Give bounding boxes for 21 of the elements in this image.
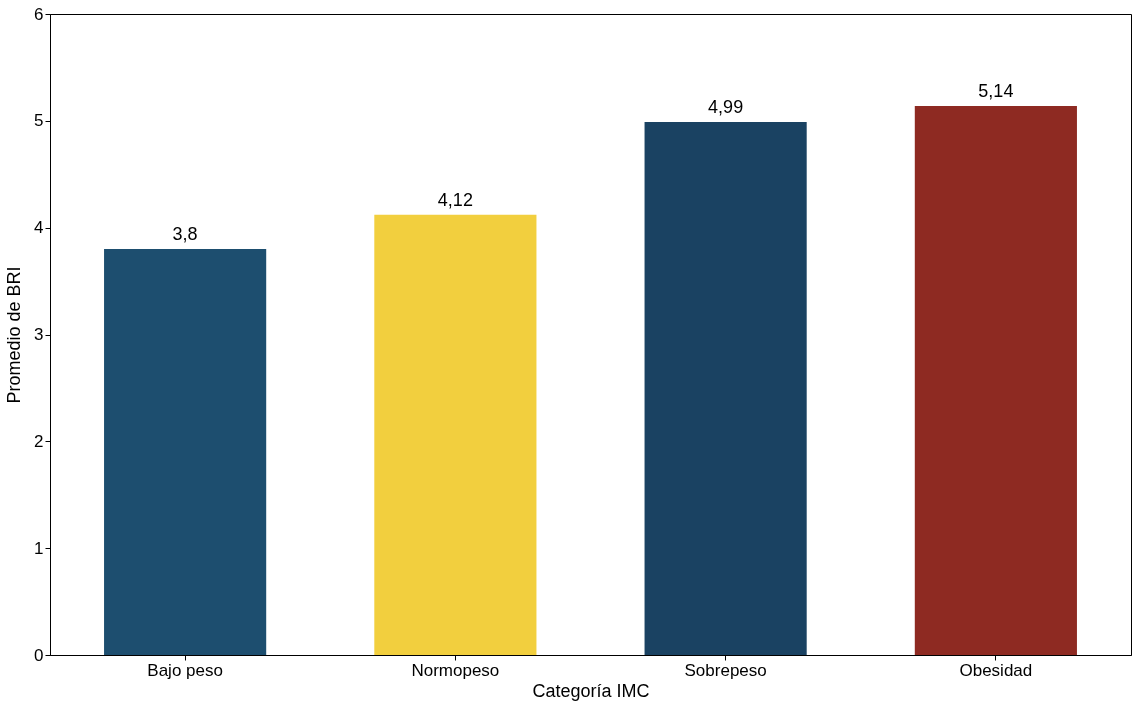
y-tick-label: 3: [34, 325, 44, 344]
bar: [374, 214, 537, 655]
data-label: 3,8: [172, 224, 198, 245]
data-label: 4,12: [437, 189, 473, 210]
y-tick-label: 2: [34, 431, 44, 451]
y-tick-label: 6: [34, 4, 44, 24]
y-axis-title: Promedio de BRI: [4, 266, 25, 404]
x-tick-label: Sobrepeso: [684, 660, 767, 680]
y-tick-label: 0: [34, 645, 44, 665]
bar: [104, 249, 267, 655]
x-tick-label: Obesidad: [959, 660, 1033, 680]
x-tick-label: Bajo peso: [147, 660, 223, 680]
y-tick-label: 5: [34, 111, 44, 131]
y-tick-label: 4: [34, 218, 44, 238]
x-tick-label: Normopeso: [411, 660, 500, 680]
y-tick-label: 1: [34, 538, 44, 558]
x-axis-title: Categoría IMC: [532, 680, 650, 701]
data-label: 5,14: [978, 80, 1014, 101]
data-label: 4,99: [708, 96, 744, 117]
bar: [914, 105, 1077, 655]
bar: [644, 121, 807, 655]
